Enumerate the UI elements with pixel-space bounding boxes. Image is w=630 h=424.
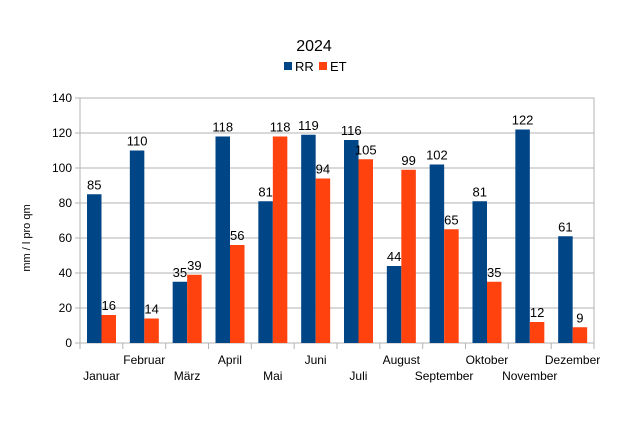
bar-et <box>315 178 331 343</box>
bar-rr <box>558 236 573 343</box>
data-label-et: 118 <box>270 120 291 135</box>
bar-et <box>401 169 416 343</box>
legend-swatch-et <box>319 62 327 70</box>
bar-rr <box>472 201 487 343</box>
bar-rr <box>429 164 445 343</box>
bar-rr <box>215 136 230 343</box>
bar-et <box>358 159 373 343</box>
x-category-label: November <box>502 369 557 383</box>
data-label-et: 65 <box>444 212 458 227</box>
data-label-rr: 61 <box>558 219 572 234</box>
x-category-label: September <box>415 369 474 383</box>
data-label-rr: 122 <box>512 113 534 128</box>
data-label-rr: 35 <box>173 265 187 280</box>
x-category-label: Oktober <box>466 353 509 367</box>
bar-et <box>144 318 159 343</box>
bar-et <box>272 136 288 343</box>
data-labels: 85 110 35 118 81 119 116 44 102 81 122 61 16 14 39 56 11… <box>87 113 584 326</box>
y-tick-label: 80 <box>59 196 73 210</box>
data-label-et: 56 <box>230 228 244 243</box>
x-category-label: August <box>383 353 421 367</box>
data-label-rr: 44 <box>387 249 401 264</box>
gridlines <box>79 97 595 349</box>
x-category-label: Februar <box>123 353 165 367</box>
data-label-rr: 85 <box>87 177 101 192</box>
legend: RR ET <box>284 59 347 74</box>
y-tick-label: 0 <box>65 336 72 350</box>
data-label-rr: 119 <box>298 118 319 133</box>
x-category-label: April <box>218 353 242 367</box>
x-category-label: Mai <box>263 369 282 383</box>
data-label-et: 9 <box>576 310 583 325</box>
data-label-rr: 81 <box>473 184 487 199</box>
x-category-label: Januar <box>83 369 120 383</box>
y-tick-label: 20 <box>59 301 73 315</box>
bar-et <box>529 322 545 343</box>
data-label-et: 12 <box>530 305 544 320</box>
legend-swatch-rr <box>284 62 292 70</box>
data-label-rr: 110 <box>127 134 148 149</box>
y-tick-label: 40 <box>59 266 73 280</box>
chart-title: 2024 <box>296 38 332 55</box>
bar-et <box>444 229 459 343</box>
x-category-label: Dezember <box>545 353 600 367</box>
bar-et <box>187 274 202 343</box>
x-category-label: Juli <box>349 369 367 383</box>
y-tick-label: 140 <box>52 91 72 105</box>
bar-et <box>101 315 116 343</box>
y-axis-ticks: 0 20 40 60 80 100 120 140 <box>52 91 80 350</box>
y-tick-label: 100 <box>52 161 72 175</box>
bar-rr <box>129 150 145 343</box>
bar-rr <box>386 266 402 343</box>
bar-rr <box>172 281 188 343</box>
data-label-rr: 102 <box>426 148 448 163</box>
bar-et <box>572 327 588 343</box>
bar-et <box>230 245 245 343</box>
data-label-et: 16 <box>102 298 116 313</box>
y-axis-title: mm / l pro qm <box>21 204 33 271</box>
x-category-label: März <box>174 369 201 383</box>
bar-rr <box>344 140 359 343</box>
legend-label-et: ET <box>330 59 347 74</box>
data-label-rr: 81 <box>258 184 272 199</box>
bar-rr <box>258 201 273 343</box>
bar-et <box>487 281 502 343</box>
bar-rr <box>87 194 102 343</box>
data-label-et: 14 <box>144 302 158 317</box>
data-label-rr: 116 <box>341 123 362 138</box>
bar-rr <box>515 129 530 343</box>
data-label-et: 39 <box>187 258 201 273</box>
data-label-et: 94 <box>316 162 330 177</box>
data-label-et: 99 <box>401 153 415 168</box>
bars <box>87 129 588 343</box>
data-label-et: 35 <box>487 265 501 280</box>
data-label-rr: 118 <box>212 120 233 135</box>
y-tick-label: 60 <box>59 231 73 245</box>
x-category-label: Juni <box>305 353 327 367</box>
y-tick-label: 120 <box>52 126 72 140</box>
legend-label-rr: RR <box>295 59 314 74</box>
bar-rr <box>301 134 316 343</box>
data-label-et: 105 <box>355 142 377 157</box>
